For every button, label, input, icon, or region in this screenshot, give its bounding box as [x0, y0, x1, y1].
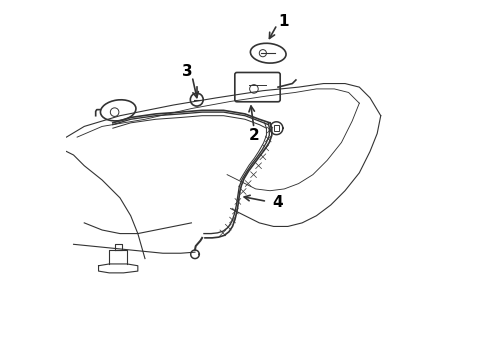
Text: 1: 1: [278, 14, 289, 28]
Text: 3: 3: [182, 64, 193, 78]
Text: 4: 4: [272, 195, 282, 210]
Bar: [273, 125, 279, 131]
Text: 2: 2: [248, 128, 259, 143]
